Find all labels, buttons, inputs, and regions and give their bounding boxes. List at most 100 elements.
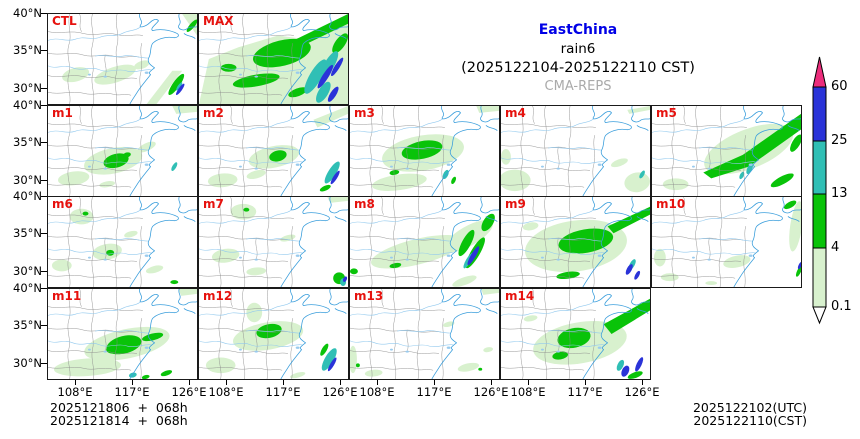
colorbar-svg [812,56,827,325]
lon-tick-mark [226,380,227,385]
lon-tick-mark [283,380,284,385]
map-m7 [199,197,348,288]
lat-tick-label: 35°N [13,134,42,149]
lon-tick-label: 117°E [567,385,603,399]
lat-tick-label: 35°N [13,318,42,332]
lat-tick-label: 40°N [13,6,42,20]
lat-tick-mark [41,271,47,273]
lat-tick-mark [41,196,47,198]
map-m12 [199,289,348,379]
lat-tick-label: 30°N [13,264,42,279]
map-m13 [350,289,499,379]
panel-label-m11: m11 [52,289,82,303]
map-m10 [652,197,801,288]
map-m2 [199,105,348,196]
panel-label-ctl: CTL [52,14,77,28]
lon-tick-mark [491,380,492,385]
map-panel-m3: m3 [349,104,500,197]
panel-label-m2: m2 [203,105,224,120]
panel-label-m6: m6 [52,197,73,212]
lat-tick-label: 35°N [13,226,42,241]
panel-label-m4: m4 [505,105,526,120]
lon-tick-mark [642,380,643,385]
map-m9 [501,197,650,288]
panel-label-m12: m12 [203,289,233,303]
map-panel-m4: m4 [500,104,651,197]
lat-tick-label: 40°N [13,189,42,204]
panel-label-m5: m5 [656,105,677,120]
lat-tick-mark [41,288,47,289]
lon-tick-mark [340,380,341,385]
panel-label-max: MAX [203,14,234,28]
lon-tick-label: 108°E [57,385,93,399]
lon-tick-label: 117°E [416,385,452,399]
lon-tick-label: 126°E [473,385,509,399]
panel-label-m7: m7 [203,197,224,212]
lon-tick-label: 117°E [114,385,150,399]
lat-tick-mark [41,233,47,235]
init-time-line1: 2025121806 + 068h [50,400,188,415]
colorbar-tick-label: 60 [831,79,848,94]
map-panel-m7: m7 [198,196,349,289]
panel-label-m3: m3 [354,105,375,120]
lon-tick-mark [434,380,435,385]
panel-label-m9: m9 [505,197,526,212]
init-time-line2: 2025121814 + 068h [50,413,188,428]
lat-tick-label: 30°N [13,172,42,187]
lon-tick-label: 117°E [265,385,301,399]
map-ctl [48,14,197,104]
lon-tick-mark [377,380,378,385]
lon-tick-label: 108°E [208,385,244,399]
map-panel-m13: m13 [349,288,500,380]
valid-time-utc: 2025122102(UTC) [692,400,807,415]
map-m1 [48,105,197,196]
valid-period: (2025122104-2025122110 CST) [461,60,695,76]
map-m6 [48,197,197,288]
lat-tick-label: 40°N [13,281,42,295]
lat-tick-label: 35°N [13,43,42,57]
panel-label-m8: m8 [354,197,375,212]
lat-tick-mark [41,363,47,364]
map-m8 [350,197,499,288]
map-panel-m8: m8 [349,196,500,289]
map-panel-max: MAX [198,13,349,105]
map-panel-m6: m6 [47,196,198,289]
map-panel-m14: m14 [500,288,651,380]
lon-tick-label: 108°E [359,385,395,399]
lon-tick-mark [585,380,586,385]
map-panel-m12: m12 [198,288,349,380]
lat-tick-mark [41,88,47,89]
lon-tick-mark [75,380,76,385]
lat-tick-mark [41,13,47,14]
map-max [199,14,348,104]
lat-tick-label: 30°N [13,81,42,95]
lon-tick-label: 126°E [171,385,207,399]
panel-label-m13: m13 [354,289,384,303]
map-panel-m5: m5 [651,104,802,197]
map-m11 [48,289,197,379]
map-m4 [501,105,650,196]
map-panel-m10: m10 [651,196,802,289]
title-block: EastChina rain6 (2025122104-2025122110 C… [461,21,695,96]
colorbar-tick-label: 0.1 [831,299,852,314]
colorbar-tick-label: 25 [831,133,848,148]
model-name: CMA-REPS [544,79,612,94]
map-m14 [501,289,650,379]
map-m3 [350,105,499,196]
lon-tick-mark [189,380,190,385]
lat-tick-mark [41,50,47,51]
lat-tick-mark [41,104,47,106]
lon-tick-mark [528,380,529,385]
variable-title: rain6 [560,41,596,57]
colorbar-tick-label: 13 [831,186,848,201]
lat-tick-label: 30°N [13,356,42,370]
map-panel-ctl: CTL [47,13,198,105]
map-panel-m11: m11 [47,288,198,380]
lat-tick-mark [41,141,47,143]
colorbar-tick-label: 4 [831,240,840,255]
map-panel-m2: m2 [198,104,349,197]
panel-label-m1: m1 [52,105,73,120]
lon-tick-label: 126°E [624,385,660,399]
region-title: EastChina [538,22,618,38]
